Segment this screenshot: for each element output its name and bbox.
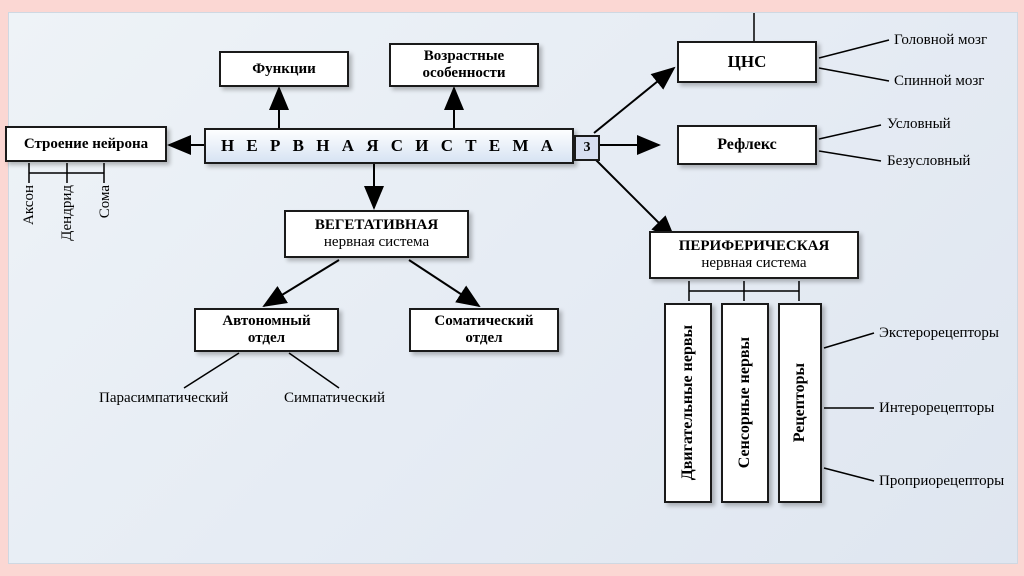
age-line2: особенности	[422, 65, 505, 82]
connector-lines	[9, 13, 1017, 563]
age-line1: Возрастные	[422, 48, 505, 65]
motor-text: Двигательные нервы	[678, 325, 697, 480]
veg-line2: нервная система	[315, 234, 438, 251]
node-autonomic: Автономный отдел	[194, 308, 339, 352]
node-age-features: Возрастные особенности	[389, 43, 539, 87]
node-central-nervous-system: Н Е Р В Н А Я С И С Т Е М А	[204, 128, 574, 164]
label-spinal: Спинной мозг	[894, 73, 984, 90]
label-sympathetic: Симпатический	[284, 390, 385, 407]
node-reflex: Рефлекс	[677, 125, 817, 165]
pns-l2: нервная система	[679, 255, 830, 272]
neuron-part-soma: Сома	[97, 185, 114, 218]
outer-frame: Функции Возрастные особенности Строение …	[0, 0, 1024, 576]
sensory-text: Сенсорные нервы	[735, 337, 754, 468]
auto-l1: Автономный	[222, 313, 310, 330]
neuron-part-axon: Аксон	[21, 185, 38, 225]
label-parasympathetic: Парасимпатический	[99, 390, 228, 407]
label-proprioceptors: Проприорецепторы	[879, 473, 1004, 490]
label-brain: Головной мозг	[894, 32, 987, 49]
node-neuron-structure: Строение нейрона	[5, 126, 167, 162]
label-conditional: Условный	[887, 116, 951, 133]
node-cns: ЦНС	[677, 41, 817, 83]
node-motor-nerves: Двигательные нервы	[664, 303, 712, 503]
neuron-part-dendrite: Дендрид	[59, 185, 76, 241]
node-pns: ПЕРИФЕРИЧЕСКАЯ нервная система	[649, 231, 859, 279]
node-receptors: Рецепторы	[778, 303, 822, 503]
label-interoceptors: Интерорецепторы	[879, 400, 994, 417]
som-l1: Соматический	[434, 313, 533, 330]
pns-l1: ПЕРИФЕРИЧЕСКАЯ	[679, 238, 830, 255]
node-vegetative: ВЕГЕТАТИВНАЯ нервная система	[284, 210, 469, 258]
badge-3: 3	[574, 135, 600, 161]
som-l2: отдел	[434, 330, 533, 347]
diagram-canvas: Функции Возрастные особенности Строение …	[8, 12, 1018, 564]
veg-line1: ВЕГЕТАТИВНАЯ	[315, 217, 438, 234]
label-unconditional: Безусловный	[887, 153, 970, 170]
label-exteroceptors: Экстерорецепторы	[879, 325, 999, 342]
receptors-text: Рецепторы	[790, 363, 809, 442]
auto-l2: отдел	[222, 330, 310, 347]
node-sensory-nerves: Сенсорные нервы	[721, 303, 769, 503]
node-functions: Функции	[219, 51, 349, 87]
node-somatic: Соматический отдел	[409, 308, 559, 352]
